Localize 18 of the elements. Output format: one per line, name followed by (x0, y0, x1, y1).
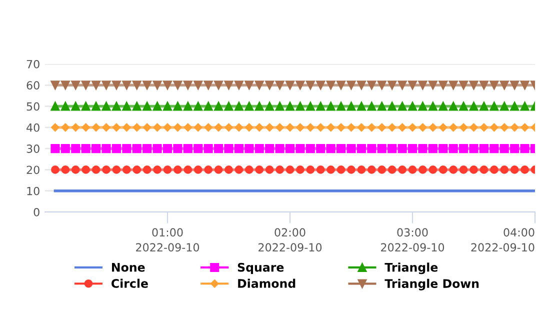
y-tick-label: 20 (26, 166, 40, 174)
y-tick-label: 10 (27, 186, 40, 196)
y-tick-label: 60 (26, 81, 40, 90)
legend-label: Diamond (238, 278, 296, 288)
x-tick-label: 02:00 2022-09-10 (258, 228, 322, 252)
y-tick-label: 40 (26, 123, 40, 132)
legend-label: Triangle Down (384, 278, 479, 290)
y-tick-label: 30 (26, 144, 40, 153)
y-tick-label: 50 (26, 102, 40, 111)
x-tick-label: 03:00 2022-09-10 (381, 228, 444, 252)
legend-label: Circle (112, 278, 148, 288)
legend-label: None (112, 262, 145, 272)
y-tick-label: 0 (34, 208, 40, 216)
x-tick-label: 04:00 2022-09-10 (471, 228, 534, 252)
legend-label: Triangle (384, 262, 438, 274)
x-tick-label: 01:00 2022-09-10 (136, 228, 200, 252)
y-tick-label: 70 (26, 60, 40, 68)
legend-label: Square (238, 262, 284, 274)
